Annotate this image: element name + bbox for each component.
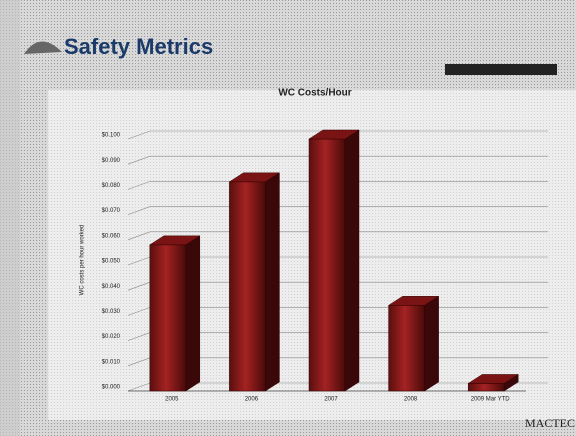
plot: $0.000 $0.010 $0.020 $0.030 $0.040 $0.050 $0.0… <box>102 129 548 403</box>
y-tick-label: $0.000 <box>102 385 121 391</box>
y-tick-label: $0.010 <box>102 359 121 365</box>
bar <box>308 138 346 392</box>
y-tick-label: $0.100 <box>102 133 121 139</box>
x-tick-label: 2008 <box>404 397 418 403</box>
y-tick-label: $0.090 <box>102 158 121 164</box>
x-tick-label: 2009 Mar YTD <box>471 397 511 403</box>
x-tick-label: 2006 <box>245 397 259 403</box>
bar-side <box>344 129 360 392</box>
header-bar <box>445 64 557 75</box>
y-axis-label: WC costs per hour worked <box>80 225 86 296</box>
bar-side <box>503 373 519 392</box>
bar <box>229 181 266 392</box>
logo-icon <box>24 41 62 54</box>
grid-line <box>127 231 548 241</box>
slide-title: Safety Metrics <box>64 34 213 59</box>
y-tick-label: $0.030 <box>102 309 121 315</box>
left-strip <box>0 0 20 436</box>
chart-title: WC Costs/Hour <box>278 88 351 99</box>
bar-side <box>424 295 439 392</box>
grid-line <box>127 130 548 140</box>
grid-line <box>127 155 548 165</box>
y-tick-label: $0.020 <box>102 334 121 340</box>
bar <box>149 244 187 392</box>
bar <box>388 305 425 392</box>
y-tick-label: $0.070 <box>102 208 121 214</box>
bar-side <box>265 172 280 392</box>
y-tick-label: $0.040 <box>102 284 121 290</box>
y-tick-label: $0.050 <box>102 259 121 265</box>
y-tick-label: $0.060 <box>102 233 121 239</box>
logo-text: MACTEC <box>525 416 575 430</box>
y-tick-label: $0.080 <box>102 183 121 189</box>
grid-line <box>127 181 548 190</box>
bar-side <box>185 235 201 392</box>
grid-line <box>127 206 548 215</box>
x-tick-label: 2007 <box>324 397 338 403</box>
bar <box>467 383 505 392</box>
x-tick-label: 2005 <box>165 397 179 403</box>
